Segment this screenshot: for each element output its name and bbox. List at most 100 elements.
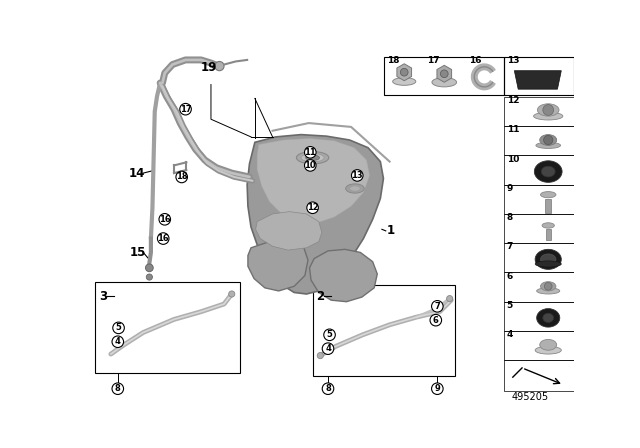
Bar bbox=[504, 126, 575, 155]
Text: 2: 2 bbox=[316, 290, 324, 303]
Text: 12: 12 bbox=[307, 203, 319, 212]
Text: 16: 16 bbox=[157, 234, 169, 243]
Text: 1: 1 bbox=[387, 224, 396, 237]
Circle shape bbox=[180, 103, 191, 115]
Circle shape bbox=[307, 202, 318, 214]
Circle shape bbox=[113, 322, 124, 334]
Text: 11: 11 bbox=[507, 125, 519, 134]
Circle shape bbox=[401, 69, 408, 76]
Text: 7: 7 bbox=[435, 302, 440, 311]
Ellipse shape bbox=[541, 166, 555, 177]
Circle shape bbox=[112, 383, 124, 395]
Ellipse shape bbox=[296, 151, 329, 164]
Text: 3: 3 bbox=[99, 290, 108, 303]
Bar bbox=[504, 302, 575, 331]
Text: 18: 18 bbox=[176, 172, 188, 181]
Circle shape bbox=[322, 383, 334, 395]
Bar bbox=[504, 155, 575, 185]
Text: 16: 16 bbox=[469, 56, 481, 65]
Ellipse shape bbox=[535, 261, 561, 267]
Circle shape bbox=[215, 61, 224, 71]
Text: 4: 4 bbox=[115, 337, 121, 346]
Circle shape bbox=[317, 353, 323, 359]
Circle shape bbox=[305, 146, 316, 158]
Text: 14: 14 bbox=[129, 167, 145, 180]
Bar bbox=[95, 282, 240, 373]
Circle shape bbox=[351, 170, 363, 181]
Text: 18: 18 bbox=[387, 56, 400, 65]
Text: 9: 9 bbox=[435, 384, 440, 393]
Ellipse shape bbox=[535, 346, 561, 354]
Circle shape bbox=[324, 329, 335, 340]
Circle shape bbox=[440, 70, 448, 78]
Bar bbox=[504, 57, 575, 95]
Circle shape bbox=[145, 264, 153, 271]
Bar bbox=[384, 57, 504, 95]
Circle shape bbox=[431, 301, 443, 312]
Text: 13: 13 bbox=[507, 56, 519, 65]
Circle shape bbox=[545, 282, 552, 290]
Polygon shape bbox=[247, 134, 383, 294]
Text: 6: 6 bbox=[507, 271, 513, 280]
Bar bbox=[504, 331, 575, 360]
Text: 13: 13 bbox=[351, 171, 363, 180]
Ellipse shape bbox=[536, 142, 561, 148]
Ellipse shape bbox=[540, 134, 557, 146]
Text: 8: 8 bbox=[507, 213, 513, 222]
Bar bbox=[504, 360, 575, 391]
Polygon shape bbox=[255, 211, 322, 250]
Text: 16: 16 bbox=[159, 215, 171, 224]
Text: 12: 12 bbox=[507, 96, 519, 105]
Bar bbox=[504, 272, 575, 302]
Bar bbox=[504, 185, 575, 214]
Ellipse shape bbox=[301, 154, 324, 162]
Text: 5: 5 bbox=[116, 323, 122, 332]
Text: 9: 9 bbox=[507, 184, 513, 193]
Ellipse shape bbox=[541, 254, 556, 265]
Ellipse shape bbox=[346, 184, 364, 193]
Circle shape bbox=[228, 291, 235, 297]
Text: 15: 15 bbox=[130, 246, 146, 259]
Text: 4: 4 bbox=[325, 344, 331, 353]
Bar bbox=[504, 243, 575, 272]
Polygon shape bbox=[257, 138, 369, 223]
Ellipse shape bbox=[534, 161, 562, 182]
Circle shape bbox=[431, 383, 443, 395]
Ellipse shape bbox=[535, 250, 561, 269]
Polygon shape bbox=[437, 65, 452, 82]
Text: 5: 5 bbox=[326, 330, 332, 339]
Ellipse shape bbox=[542, 223, 554, 228]
Circle shape bbox=[176, 171, 188, 183]
Bar bbox=[504, 214, 575, 243]
Text: 11: 11 bbox=[305, 148, 316, 157]
Ellipse shape bbox=[540, 340, 557, 350]
Bar bbox=[504, 97, 575, 126]
Circle shape bbox=[112, 336, 124, 348]
Ellipse shape bbox=[538, 104, 559, 116]
Polygon shape bbox=[515, 71, 561, 89]
Text: 5: 5 bbox=[507, 301, 513, 310]
Text: 8: 8 bbox=[325, 384, 331, 393]
Text: 10: 10 bbox=[305, 161, 316, 170]
Ellipse shape bbox=[393, 78, 416, 85]
Circle shape bbox=[157, 233, 169, 244]
Text: 19: 19 bbox=[200, 61, 217, 74]
Circle shape bbox=[430, 314, 442, 326]
Ellipse shape bbox=[349, 186, 360, 191]
Bar bbox=[545, 199, 551, 213]
Ellipse shape bbox=[541, 282, 556, 291]
Polygon shape bbox=[248, 240, 308, 291]
Polygon shape bbox=[397, 64, 412, 81]
Circle shape bbox=[322, 343, 334, 354]
Text: 10: 10 bbox=[507, 155, 519, 164]
Circle shape bbox=[147, 274, 152, 280]
Text: 4: 4 bbox=[507, 330, 513, 339]
Ellipse shape bbox=[534, 112, 563, 120]
Circle shape bbox=[447, 296, 452, 302]
Text: 17: 17 bbox=[180, 105, 191, 114]
Ellipse shape bbox=[543, 313, 554, 323]
Ellipse shape bbox=[537, 309, 560, 327]
Ellipse shape bbox=[306, 155, 319, 160]
Text: 495205: 495205 bbox=[511, 392, 548, 402]
Ellipse shape bbox=[541, 192, 556, 198]
